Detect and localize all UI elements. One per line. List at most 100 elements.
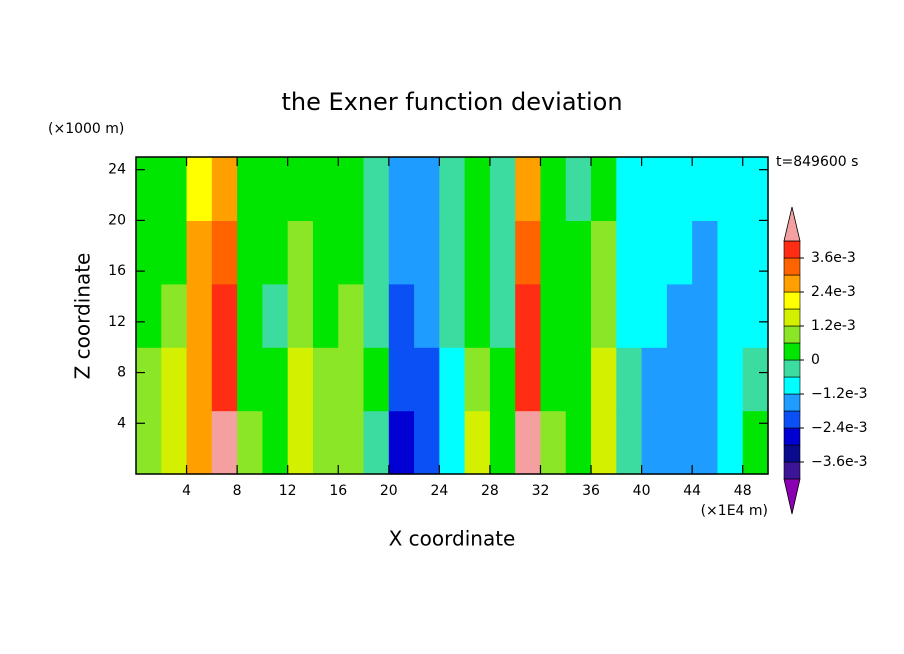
x-tick-label: 44 (683, 483, 701, 499)
field-cell (161, 410, 188, 475)
field-cell (262, 347, 289, 412)
field-cell (666, 347, 693, 412)
x-tick-label: 12 (279, 483, 297, 499)
colorbar-box (783, 427, 801, 446)
field-cell (489, 410, 516, 475)
field-cell (717, 157, 744, 221)
field-cell (338, 347, 365, 412)
field-cell (616, 220, 643, 285)
x-tick-label: 24 (430, 483, 448, 499)
field-cell (287, 157, 314, 221)
x-tick-label: 20 (380, 483, 398, 499)
field-cell (515, 283, 542, 348)
field-cell (262, 220, 289, 285)
field-cell (692, 220, 719, 285)
y-axis-label: Z coordinate (71, 253, 95, 380)
x-tick-label: 32 (532, 483, 550, 499)
field-cell (565, 220, 592, 285)
field-cell (641, 283, 668, 348)
x-unit: (×1E4 m) (701, 503, 768, 519)
field-cell (489, 347, 516, 412)
colorbar-box (783, 393, 801, 412)
field-cell (515, 157, 542, 221)
field-cell (489, 157, 516, 221)
field-cell (186, 347, 213, 412)
field-cell (717, 220, 744, 285)
colorbar-tick-label: −1.2e-3 (811, 386, 868, 402)
field-cell (464, 220, 491, 285)
field-cell (591, 410, 617, 475)
field-cell (591, 347, 617, 412)
field-cell (388, 157, 415, 221)
field-cell (515, 410, 542, 475)
field-cell (312, 410, 339, 475)
colorbar-box (783, 359, 801, 378)
field-cell (211, 283, 238, 348)
colorbar-box (783, 325, 801, 344)
field-cell (464, 410, 491, 475)
colorbar-under (783, 478, 801, 515)
x-axis-label: X coordinate (389, 527, 516, 551)
field-cell (742, 220, 769, 285)
field-cell (312, 157, 339, 221)
colorbar-box (783, 410, 801, 429)
y-tick-label: 4 (117, 415, 126, 431)
field-cell (312, 283, 339, 348)
field-cell (616, 283, 643, 348)
field-cell (641, 157, 668, 221)
field-cell (312, 347, 339, 412)
field-cell (338, 157, 365, 221)
field-cell (742, 410, 769, 475)
colorbar-box (783, 444, 801, 463)
field-cell (414, 283, 440, 348)
field-cell (237, 347, 263, 412)
field-cell (388, 283, 415, 348)
field-cell (540, 157, 567, 221)
field-cell (565, 347, 592, 412)
field (136, 157, 769, 475)
colorbar-box (783, 240, 801, 259)
field-cell (540, 283, 567, 348)
field-cell (312, 220, 339, 285)
colorbar-box (783, 274, 801, 293)
field-cell (237, 283, 263, 348)
colorbar-tick-label: −2.4e-3 (811, 420, 868, 436)
field-cell (338, 220, 365, 285)
field-cell (591, 220, 617, 285)
field-cell (616, 347, 643, 412)
field-cell (414, 157, 440, 221)
y-tick-label: 24 (108, 162, 126, 178)
x-tick-label: 4 (182, 483, 191, 499)
field-cell (464, 157, 491, 221)
field-cell (136, 157, 162, 221)
field-cell (565, 410, 592, 475)
plot-frame (135, 156, 769, 475)
field-cell (666, 410, 693, 475)
colorbar-tick-label: −3.6e-3 (811, 454, 868, 470)
field-cell (414, 410, 440, 475)
colorbar-tick-label: 2.4e-3 (811, 284, 856, 300)
y-unit: (×1000 m) (48, 121, 124, 137)
colorbar-over (783, 206, 801, 242)
colorbar-tick-label: 0 (811, 352, 820, 368)
x-tick-label: 28 (481, 483, 499, 499)
field-cell (591, 283, 617, 348)
field-cell (186, 283, 213, 348)
field-cell (464, 283, 491, 348)
colorbar-box (783, 376, 801, 395)
field-cell (666, 220, 693, 285)
field-cell (262, 410, 289, 475)
field-cell (136, 410, 162, 475)
colorbar-box (783, 342, 801, 361)
field-cell (565, 283, 592, 348)
field-cell (161, 157, 188, 221)
field-cell (692, 410, 719, 475)
field-cell (262, 283, 289, 348)
field-cell (161, 220, 188, 285)
field-cell (211, 410, 238, 475)
field-cell (692, 157, 719, 221)
field-cell (237, 157, 263, 221)
field-cell (489, 220, 516, 285)
field-cell (666, 283, 693, 348)
